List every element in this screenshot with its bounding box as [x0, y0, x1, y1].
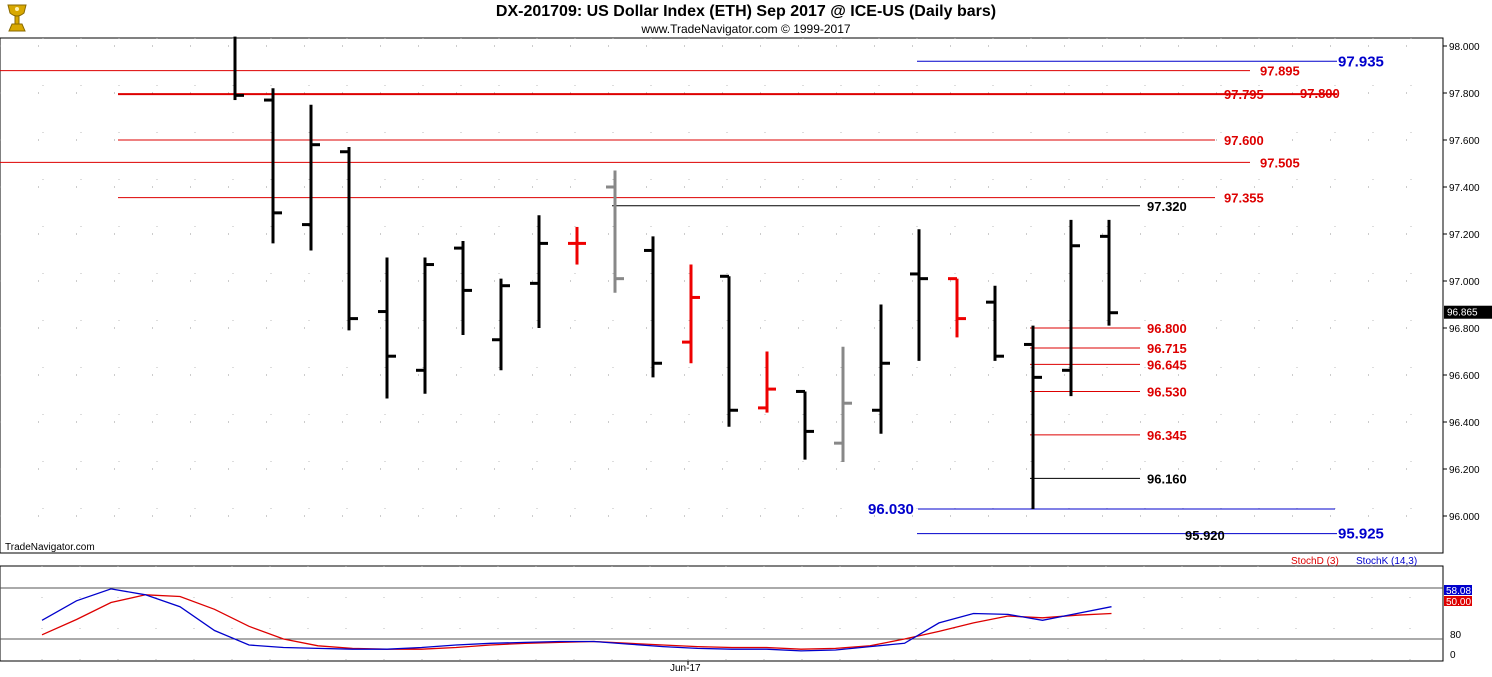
ohlc-bar: [302, 104, 320, 251]
level-label: 97.505: [1260, 155, 1300, 170]
last-price-label: 96.865: [1447, 308, 1478, 319]
level-label: 96.800: [1147, 321, 1187, 336]
ohlc-bar: [682, 264, 700, 364]
level-label: 96.030: [868, 501, 914, 518]
level-label: 97.320: [1147, 199, 1187, 214]
stoch-d-tag: 50.00: [1444, 596, 1472, 608]
chart-subtitle: www.TradeNavigator.com © 1999-2017: [641, 22, 851, 36]
stoch-grid: [0, 566, 1443, 661]
date-axis-label: Jun-17: [670, 663, 701, 674]
price-tick-label: 96.600: [1449, 371, 1480, 382]
stoch-k-legend: StochK (14,3): [1356, 556, 1417, 567]
stoch-k-value: 58.08: [1446, 586, 1471, 597]
level-label: 96.160: [1147, 471, 1187, 486]
level-label: 97.600: [1224, 133, 1264, 148]
level-label: 97.355: [1224, 191, 1264, 206]
ohlc-bar: [568, 226, 586, 265]
ohlc-bar: [492, 278, 510, 371]
stoch-k-line: [41, 588, 1112, 652]
support-resistance-levels: 97.93597.89597.80097.79597.60097.50597.3…: [0, 53, 1384, 543]
ohlc-bar: [986, 285, 1004, 361]
ohlc-bar: [796, 389, 814, 460]
price-tick-label: 98.000: [1449, 42, 1480, 53]
price-panel-frame: [0, 37, 1444, 554]
level-label: 95.920: [1185, 528, 1225, 543]
chart-header: DX-201709: US Dollar Index (ETH) Sep 201…: [0, 0, 1492, 38]
ohlc-bar: [758, 351, 776, 413]
ohlc-bar: [1024, 325, 1042, 509]
ohlc-bar: [1062, 219, 1080, 397]
price-tick-label: 97.400: [1449, 183, 1480, 194]
ohlc-bar: [644, 236, 662, 378]
price-axis: 98.000 97.800 97.600 97.400 97.200 97.000 96.8…: [1443, 42, 1480, 523]
stoch-d-value: 50.00: [1446, 597, 1471, 608]
ohlc-bar: [378, 257, 396, 399]
ohlc-bar: [910, 229, 928, 361]
stoch-tick-0: 0: [1450, 650, 1456, 661]
ohlc-bar: [834, 346, 852, 462]
stochastic-panel: StochD (3) StochK (14,3) 58.08 50.00 80 …: [0, 556, 1472, 662]
ohlc-bars: [233, 36, 1118, 509]
ohlc-bar: [264, 88, 282, 244]
price-tick-label: 96.200: [1449, 465, 1480, 476]
level-label: 96.530: [1147, 384, 1187, 399]
ohlc-bar: [948, 277, 966, 338]
ohlc-bar: [606, 170, 624, 293]
watermark: TradeNavigator.com: [5, 542, 95, 553]
stoch-k-tag: 58.08: [1444, 585, 1472, 597]
ohlc-bar: [872, 304, 890, 434]
price-tick-label: 96.400: [1449, 418, 1480, 429]
last-price-tag: 96.865: [1444, 305, 1492, 319]
price-tick-label: 96.000: [1449, 512, 1480, 523]
stoch-d-legend: StochD (3): [1291, 556, 1339, 567]
stoch-panel-frame: [0, 565, 1444, 662]
level-label: 96.715: [1147, 341, 1187, 356]
ohlc-bar: [454, 241, 472, 336]
ohlc-bar: [340, 147, 358, 331]
ohlc-bar: [530, 215, 548, 328]
level-label: 97.795: [1224, 87, 1264, 102]
level-label: 96.345: [1147, 428, 1187, 443]
price-tick-label: 96.800: [1449, 324, 1480, 335]
ohlc-bar: [1100, 219, 1118, 326]
level-label: 96.645: [1147, 357, 1187, 372]
ohlc-bar: [720, 274, 738, 427]
level-label: 97.935: [1338, 53, 1384, 70]
level-label: 95.925: [1338, 526, 1384, 543]
ohlc-bar: [416, 257, 434, 394]
level-label: 97.895: [1260, 64, 1300, 79]
stoch-lines: [41, 588, 1112, 652]
chart-title: DX-201709: US Dollar Index (ETH) Sep 201…: [495, 3, 997, 20]
price-tick-label: 97.200: [1449, 230, 1480, 241]
price-tick-label: 97.800: [1449, 89, 1480, 100]
price-panel: 98.000 97.800 97.600 97.400 97.200 97.000 96.8…: [0, 36, 1492, 554]
stoch-tick-80: 80: [1450, 630, 1462, 641]
price-tick-label: 97.000: [1449, 277, 1480, 288]
gold-trophy-icon: [7, 4, 27, 32]
ohlc-bar: [233, 36, 244, 101]
price-tick-label: 97.600: [1449, 136, 1480, 147]
